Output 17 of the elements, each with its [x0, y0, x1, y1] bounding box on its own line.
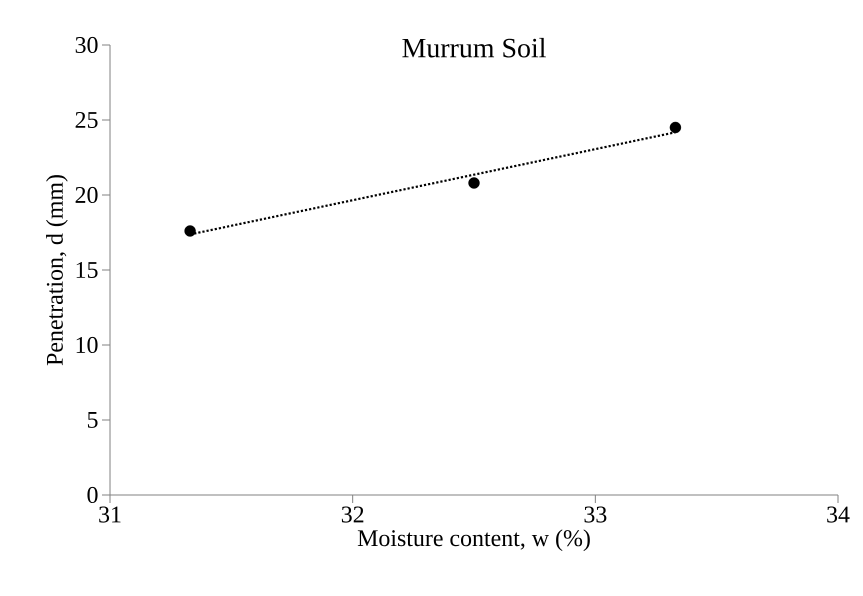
x-tick-label: 33 [584, 506, 606, 523]
y-tick-label: 30 [76, 36, 98, 54]
chart-title: Murrum Soil [402, 38, 546, 58]
y-tick-label: 10 [76, 336, 98, 354]
x-tick-label: 31 [99, 506, 121, 523]
y-tick-label: 5 [88, 412, 98, 428]
point [468, 177, 480, 189]
y-tick-label: 20 [76, 186, 98, 204]
y-tick-label: 15 [76, 262, 98, 278]
y-tick-label: 0 [87, 486, 98, 504]
point [670, 122, 682, 134]
x-tick-label: 34 [827, 506, 850, 523]
y-axis-title: Penetration, d (mm) [46, 175, 68, 366]
y-tick-label: 25 [76, 112, 98, 128]
x-tick-label: 32 [342, 506, 364, 523]
point [184, 225, 196, 237]
x-axis-title: Moisture content, w (%) [358, 529, 590, 552]
